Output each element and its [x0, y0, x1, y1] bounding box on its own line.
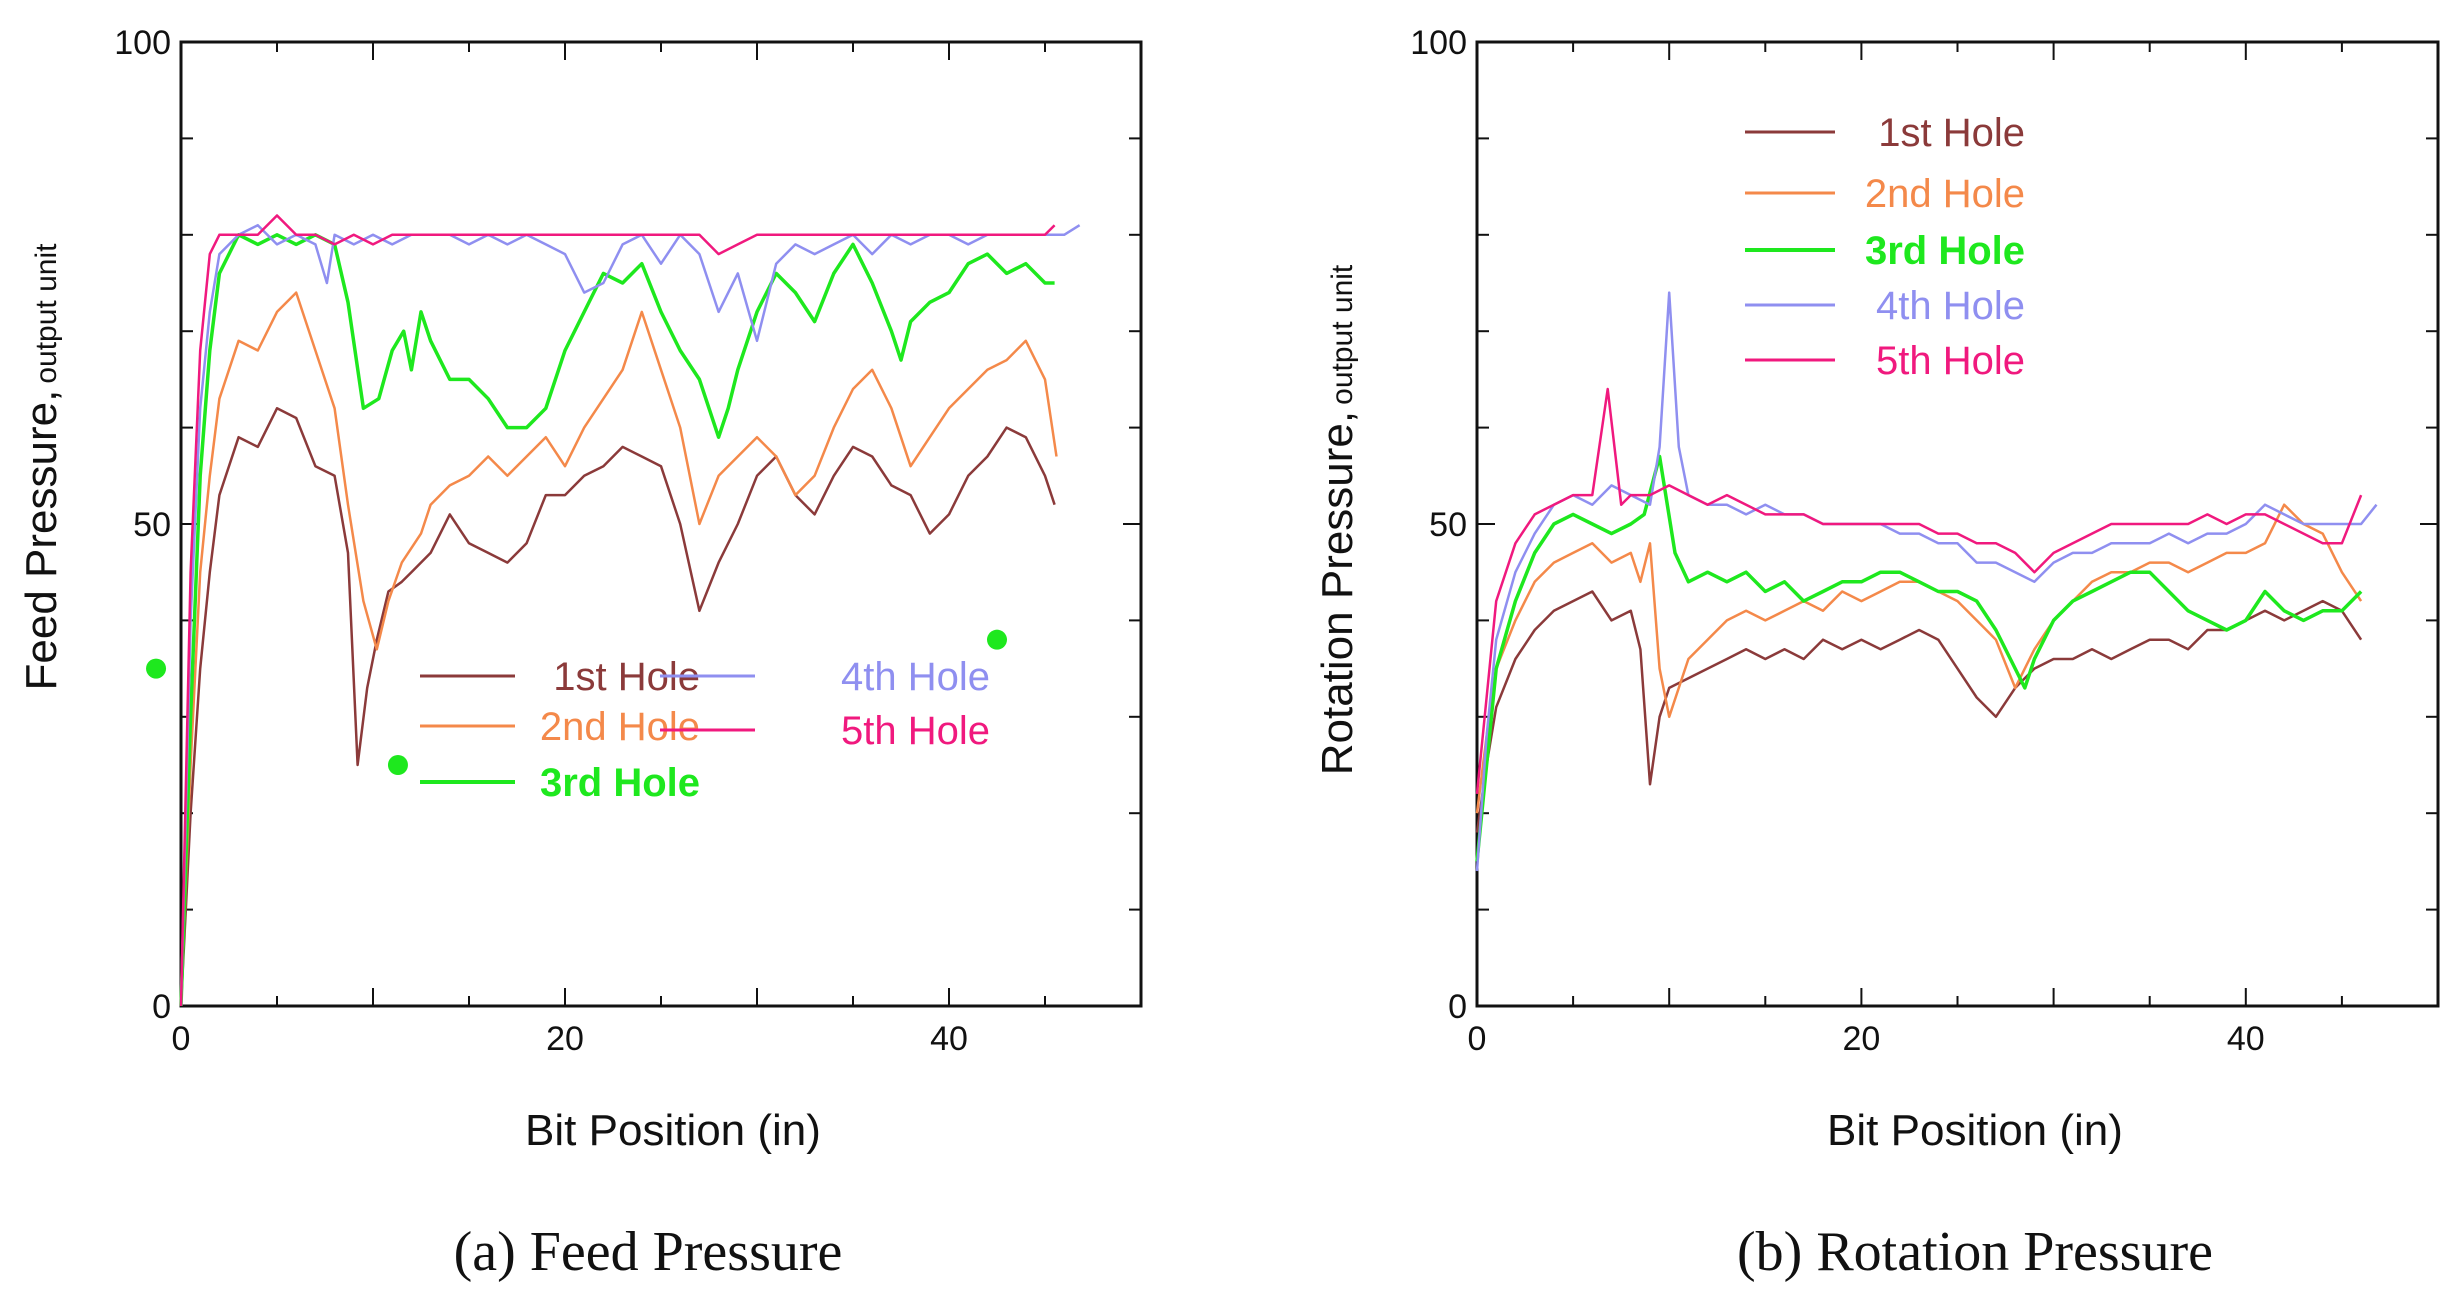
feed-series-5-line — [179, 214, 1056, 1007]
rotation-y-tick-label: 50 — [1429, 506, 1467, 544]
feed-x-tick-label: 0 — [172, 1020, 191, 1058]
feed-plot-frame — [179, 40, 1143, 1008]
feed-marker — [987, 629, 1007, 650]
feed-marker — [146, 658, 167, 679]
rotation-xlabel: Bit Position (in) — [1827, 1106, 2123, 1155]
rotation-ticks — [1476, 41, 2439, 1007]
rotation-x-tick-label: 20 — [1842, 1020, 1880, 1058]
feed-series-2-line — [179, 291, 1058, 1007]
feed-pressure-panel: Bit Position (in) Feed Pressure, output u… — [17, 24, 1143, 1283]
rotation-legend-label: 4th Hole — [1876, 284, 2025, 328]
rotation-series-5-line — [1475, 387, 2363, 795]
feed-series-3-line — [179, 233, 1055, 1007]
rotation-x-tick-label: 0 — [1468, 1020, 1487, 1058]
rotation-y-tick-label: 0 — [1448, 988, 1467, 1026]
rotation-ylabel-sub: output unit — [1326, 264, 1359, 405]
feed-ylabel-sub: output unit — [30, 243, 63, 384]
feed-caption: (a) Feed Pressure — [454, 1221, 843, 1283]
rotation-pressure-panel: Bit Position (in) Rotation Pressure, outp… — [1313, 24, 2440, 1283]
rotation-y-tick-label: 100 — [1410, 24, 1467, 62]
rotation-ylabel: Rotation Pressure, output unit — [1313, 264, 1362, 775]
feed-ylabel-main: Feed Pressure, — [17, 390, 66, 691]
feed-x-tick-label: 40 — [930, 1020, 968, 1058]
feed-y-tick-label: 100 — [114, 24, 171, 62]
rotation-legend-label: 5th Hole — [1876, 339, 2025, 383]
feed-legend-label: 3rd Hole — [540, 761, 700, 805]
rotation-ylabel-main: Rotation Pressure, — [1313, 411, 1362, 775]
rotation-legend: 1st Hole 2nd Hole 3rd Hole 4th Hole 5th Hole — [1745, 111, 2025, 383]
rotation-legend-label: 1st Hole — [1878, 111, 2025, 155]
feed-series-4-line — [179, 223, 1081, 1007]
feed-xlabel: Bit Position (in) — [525, 1106, 821, 1155]
feed-ticks — [180, 41, 1142, 1007]
feed-legend-label: 2nd Hole — [540, 705, 700, 749]
rotation-series-4-line — [1475, 291, 2378, 872]
rotation-legend-label: 3rd Hole — [1865, 229, 2025, 273]
feed-x-tick-label: 20 — [546, 1020, 584, 1058]
rotation-series-3-line — [1475, 454, 2363, 862]
feed-ylabel: Feed Pressure, output unit — [17, 243, 66, 691]
feed-series-1-line — [179, 407, 1056, 1007]
rotation-series-2-line — [1475, 503, 2363, 814]
rotation-series-1-line — [1475, 590, 2363, 833]
feed-legend-label: 4th Hole — [841, 655, 990, 699]
rotation-caption: (b) Rotation Pressure — [1737, 1221, 2213, 1283]
feed-marker — [387, 755, 408, 775]
feed-legend-label: 5th Hole — [841, 709, 990, 753]
feed-y-tick-label: 50 — [133, 506, 171, 544]
rotation-legend-label: 2nd Hole — [1865, 172, 2025, 216]
rotation-x-tick-label: 40 — [2227, 1020, 2265, 1058]
feed-y-tick-label: 0 — [152, 988, 171, 1026]
